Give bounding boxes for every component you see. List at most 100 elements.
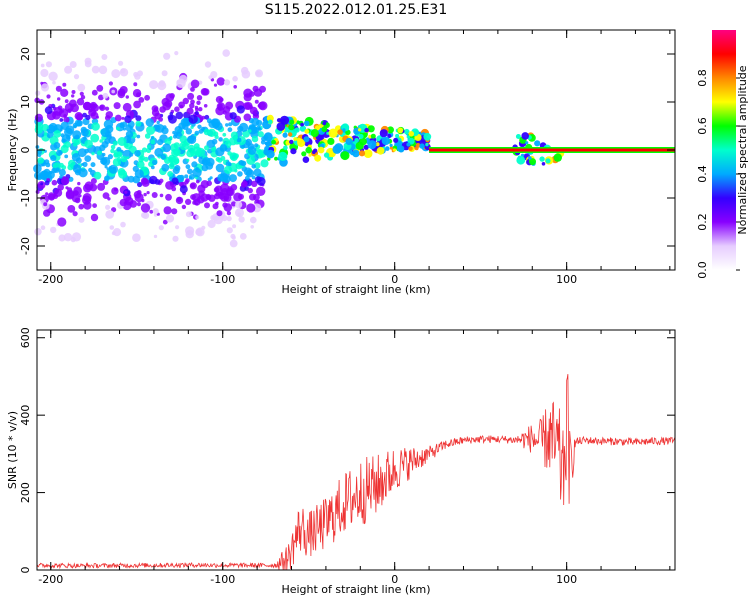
heatmap-cell <box>110 148 115 154</box>
heatmap-cell <box>110 144 116 150</box>
heatmap-cell <box>62 82 67 87</box>
heatmap-cell <box>173 148 181 156</box>
heatmap-cell <box>76 98 85 106</box>
heatmap-cell <box>64 99 69 104</box>
heatmap-cell <box>137 181 143 188</box>
heatmap-cell <box>43 202 48 207</box>
heatmap-cell <box>103 119 114 129</box>
heatmap-cell <box>150 136 154 140</box>
heatmap-cell <box>91 122 100 131</box>
x-tick-label: -200 <box>38 573 63 586</box>
heatmap-cell <box>84 139 93 149</box>
heatmap-cell <box>61 138 66 143</box>
heatmap-cell <box>196 100 201 106</box>
heatmap-cell <box>45 162 51 168</box>
heatmap-cell <box>145 118 154 127</box>
heatmap-cell <box>254 199 260 205</box>
snr-x-ticks: -200 -100 0 100 <box>38 330 671 586</box>
heatmap-cell <box>72 164 82 173</box>
heatmap-cell <box>218 137 223 142</box>
heatmap-cell <box>190 79 200 89</box>
heatmap-cell <box>57 184 64 191</box>
heatmap-cell <box>195 202 199 206</box>
heatmap-cell <box>98 65 108 75</box>
heatmap-cell <box>132 175 141 184</box>
heatmap-cell <box>119 198 128 207</box>
heatmap-cell <box>124 143 129 148</box>
heatmap-cell <box>165 93 175 102</box>
heatmap-cell <box>120 221 126 228</box>
heatmap-cell <box>90 178 97 184</box>
heatmap-cell <box>289 119 295 125</box>
heatmap-cell <box>240 66 249 75</box>
heatmap-cell <box>35 189 40 194</box>
heatmap-cell <box>250 216 257 224</box>
heatmap-cell <box>175 225 180 230</box>
colorbar-tick-label: 0.6 <box>696 117 709 135</box>
heatmap-cell <box>392 148 397 152</box>
heatmap-cell <box>154 112 162 120</box>
heatmap-cell <box>111 187 119 195</box>
heatmap-cell <box>46 94 51 99</box>
heatmap-cell <box>40 225 46 230</box>
heatmap-cell <box>35 90 41 96</box>
snr-series-group <box>36 374 676 571</box>
heatmap-cell <box>257 131 264 138</box>
heatmap-cell <box>74 112 83 121</box>
heatmap-cell <box>163 206 172 215</box>
heatmap-cell <box>90 133 100 143</box>
heatmap-cell <box>231 201 237 207</box>
heatmap-cell <box>294 127 300 133</box>
heatmap-cell <box>122 102 132 112</box>
heatmap-cell <box>178 101 186 109</box>
heatmap-cell <box>321 126 328 133</box>
heatmap-cell <box>207 219 216 229</box>
heatmap-cell <box>256 177 266 186</box>
colorbar-ticks: 0.0 0.2 0.4 0.6 0.8 <box>696 69 740 279</box>
heatmap-cell <box>188 114 198 124</box>
heatmap-cell <box>406 135 410 139</box>
snr-panel: -200 -100 0 100 0 200 400 600 Height of straig… <box>6 327 676 596</box>
y-tick-label: -20 <box>19 237 32 255</box>
heatmap-cell <box>182 97 189 105</box>
heatmap-cell <box>56 149 63 156</box>
heatmap-cell <box>55 167 60 171</box>
heatmap-cell <box>236 105 245 114</box>
heatmap-cell <box>283 145 288 151</box>
heatmap-cell <box>172 166 180 175</box>
heatmap-cell <box>419 143 425 149</box>
heatmap-cell <box>60 121 69 130</box>
heatmap-cell <box>251 180 258 187</box>
snr-series-line <box>36 374 676 571</box>
heatmap-cell <box>117 137 127 146</box>
heatmap-cell <box>105 131 112 138</box>
heatmap-cell <box>219 144 228 152</box>
heatmap-cell <box>278 151 288 161</box>
x-tick-label: 100 <box>556 573 577 586</box>
heatmap-cell <box>238 160 244 166</box>
heatmap-cell <box>217 157 223 163</box>
heatmap-cell <box>227 127 233 133</box>
heatmap-cell <box>186 135 195 144</box>
heatmap-cell <box>73 74 80 80</box>
heatmap-cell <box>208 194 216 202</box>
heatmap-cell <box>179 141 189 151</box>
heatmap-cell <box>226 211 231 216</box>
heatmap-cell <box>315 125 321 131</box>
heatmap-cell <box>288 132 293 137</box>
heatmap-cell <box>200 88 209 96</box>
heatmap-cell <box>210 146 217 153</box>
heatmap-cell <box>187 92 195 100</box>
heatmap-cell <box>293 137 298 141</box>
heatmap-cell <box>529 158 536 166</box>
spectrogram-x-label: Height of straight line (km) <box>281 283 430 296</box>
heatmap-cell <box>222 132 227 137</box>
heatmap-cell <box>99 139 103 143</box>
x-tick-label: -100 <box>210 273 235 286</box>
x-tick-label: -200 <box>38 273 63 286</box>
heatmap-cell <box>168 114 177 124</box>
heatmap-cell <box>169 112 174 116</box>
heatmap-cell <box>107 154 113 160</box>
heatmap-cell <box>300 122 304 127</box>
heatmap-cell <box>63 114 67 118</box>
